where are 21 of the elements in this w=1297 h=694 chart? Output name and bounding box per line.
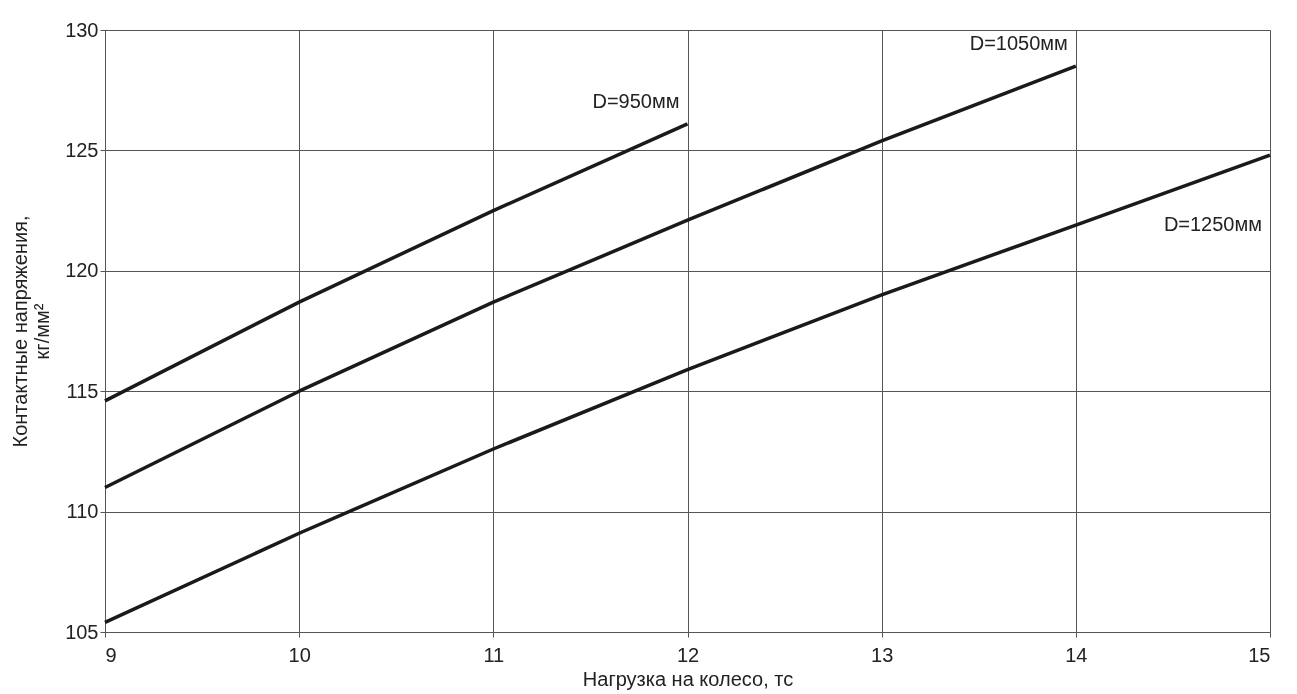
- y-tick-label: 105: [65, 620, 99, 643]
- series-label: D=950мм: [592, 89, 680, 112]
- x-tick-label: 13: [871, 643, 894, 666]
- x-tick-label: 12: [676, 643, 700, 666]
- x-tick-label: 11: [483, 643, 505, 666]
- y-tick-label: 130: [65, 18, 99, 41]
- x-tick-label: 10: [288, 643, 311, 666]
- y-tick-label: 120: [65, 259, 99, 282]
- line-series: [103, 122, 690, 403]
- x-axis-title: Нагрузка на колесо, тс: [582, 667, 794, 690]
- x-tick-label: 15: [1248, 643, 1271, 666]
- series-label: D=1050мм: [969, 32, 1068, 55]
- line-series: [103, 64, 1078, 490]
- line-series: [103, 153, 1272, 625]
- y-tick-label: 125: [65, 138, 99, 161]
- y-tick-label: 115: [66, 379, 99, 402]
- y-tick-label: 110: [66, 500, 99, 523]
- series-label: D=1250мм: [1163, 213, 1262, 236]
- x-tick-label: 9: [105, 643, 117, 666]
- x-tick-label: 14: [1065, 643, 1088, 666]
- y-axis-title: Контактные напряжения, кг/мм²: [9, 215, 54, 448]
